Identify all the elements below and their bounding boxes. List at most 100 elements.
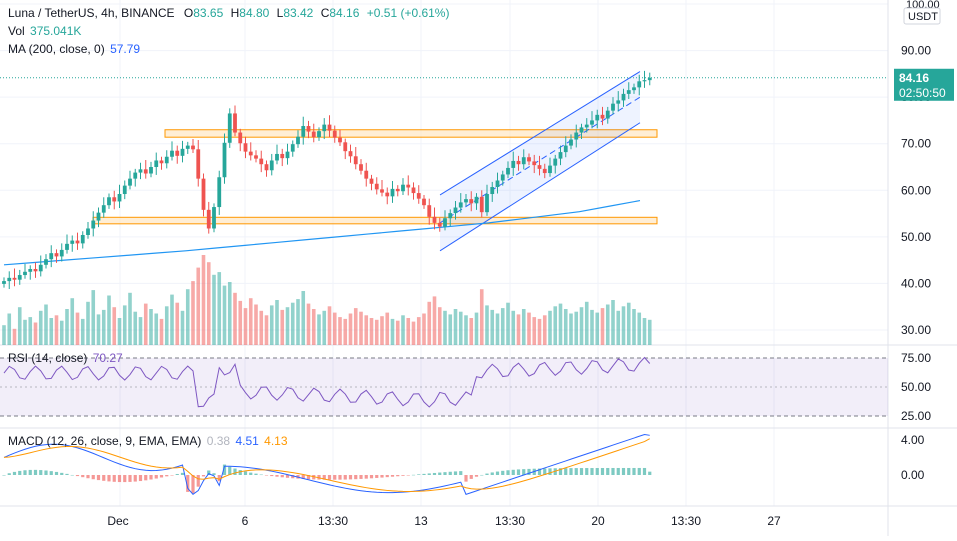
macd-hist-bar <box>427 473 431 475</box>
macd-hist-bar <box>165 475 169 477</box>
candle-body <box>185 145 190 149</box>
volume-bar <box>101 309 106 345</box>
volume-bar <box>306 303 311 345</box>
volume-bar <box>243 308 248 345</box>
macd-hist-bar <box>443 472 447 475</box>
macd-hist-bar <box>595 468 599 475</box>
macd-signal-line <box>3 438 650 492</box>
candle-body <box>380 189 384 193</box>
macd-hist-bar <box>7 473 11 475</box>
countdown-label: 02:50:50 <box>899 86 946 100</box>
candle-body <box>107 197 111 206</box>
macd-hist-bar <box>81 475 85 478</box>
macd-hist-bar <box>453 471 458 475</box>
volume-bar <box>359 311 363 345</box>
macd-hist-bar <box>322 475 326 480</box>
macd-hist-bar <box>49 471 53 475</box>
price-tick-label: 70.00 <box>901 137 931 151</box>
volume-bar <box>227 282 232 345</box>
volume-bar <box>12 328 17 345</box>
candle-body <box>479 196 484 213</box>
macd-hist-bar <box>275 475 279 477</box>
macd-hist-bar <box>180 472 185 475</box>
low-value: 83.42 <box>283 6 314 20</box>
macd-hist-bar <box>102 475 106 481</box>
price-zone <box>92 216 658 225</box>
candle-body <box>54 253 59 257</box>
candle-body <box>254 155 258 159</box>
volume-bar <box>38 310 43 345</box>
macd-hist-bar <box>238 470 242 475</box>
volume-bar <box>626 302 631 345</box>
candle-body <box>569 139 573 146</box>
volume-bar <box>479 289 484 345</box>
macd-hist-bar <box>627 467 631 475</box>
price-tick-label: 100.00 <box>906 0 940 11</box>
volume-bar <box>427 301 432 345</box>
price-tick-label: 40.00 <box>901 276 931 290</box>
volume-bar <box>474 312 479 345</box>
macd-hist-bar <box>117 475 122 483</box>
volume-bar <box>485 305 489 345</box>
macd-legend: MACD (12, 26, close, 9, EMA, EMA) 0.38 4… <box>8 434 288 448</box>
candle-body <box>80 234 85 244</box>
macd-hist-bar <box>396 475 400 477</box>
candle-body <box>227 113 232 143</box>
volume-bar <box>91 290 96 345</box>
volume-value: 375.041K <box>30 24 82 38</box>
macd-hist-bar <box>243 471 248 475</box>
macd-hist-bar <box>385 475 389 478</box>
volume-bar <box>574 311 579 345</box>
macd-tick-label: 0.00 <box>901 468 925 482</box>
macd-hist-bar <box>490 472 494 475</box>
open-label: O <box>183 6 194 20</box>
candle-body <box>579 127 584 133</box>
volume-bar <box>122 305 127 345</box>
candle-body <box>453 207 458 214</box>
volume-bar <box>521 309 526 345</box>
volume-bar <box>33 322 38 345</box>
price-zone <box>164 129 658 138</box>
channel-lower-line <box>439 122 641 252</box>
candle-body <box>469 199 474 204</box>
rsi-band <box>0 358 888 416</box>
macd-hist-bar <box>291 475 295 479</box>
candle-body <box>101 205 106 213</box>
macd-hist-bar <box>212 473 216 475</box>
candle-body <box>206 209 211 229</box>
candle-body <box>138 169 143 173</box>
volume-bar <box>364 315 369 345</box>
macd-hist-bar <box>354 475 358 480</box>
volume-bar <box>621 306 626 345</box>
candle-body <box>490 187 495 195</box>
candle-body <box>532 161 537 166</box>
macd-hist-bar <box>401 475 405 476</box>
candle-body <box>611 103 615 111</box>
candle-body <box>133 172 138 179</box>
high-label: H <box>230 6 240 20</box>
volume-bar <box>275 300 279 345</box>
candle-body <box>516 160 521 165</box>
candle-body <box>500 174 505 181</box>
macd-hist-bar <box>411 474 416 476</box>
candle-body <box>317 131 321 138</box>
candle-body <box>537 165 542 169</box>
volume-bar <box>254 304 258 345</box>
macd-hist-bar <box>600 468 605 475</box>
macd-hist-bar <box>149 475 153 480</box>
candle-body <box>290 144 295 152</box>
volume-bar <box>107 295 111 345</box>
candle-body <box>590 120 594 125</box>
candle-body <box>621 93 626 101</box>
candle-body <box>595 114 600 121</box>
macd-hist-bar <box>96 475 101 481</box>
volume-bar <box>59 320 64 345</box>
candle-body <box>311 131 316 138</box>
open-value: 83.65 <box>193 6 224 20</box>
macd-hist-bar <box>60 472 64 475</box>
time-tick-label: 27 <box>767 514 781 528</box>
candle-body <box>390 188 395 197</box>
volume-bar <box>154 313 159 345</box>
